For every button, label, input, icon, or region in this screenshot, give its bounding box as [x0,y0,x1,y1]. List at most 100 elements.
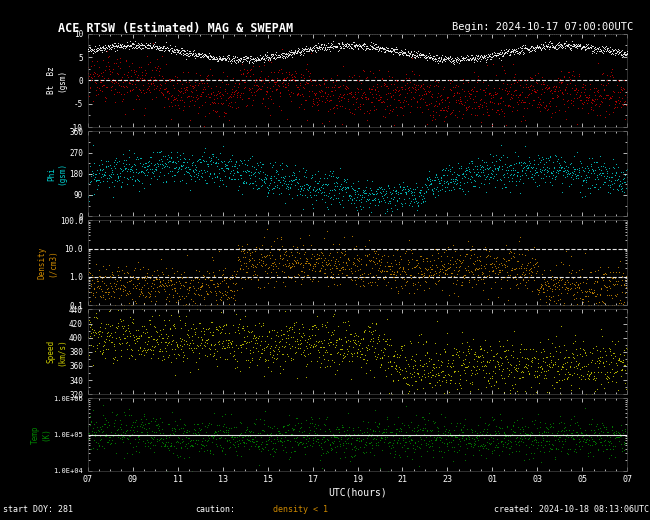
Point [339,44,350,52]
Point [330,343,340,351]
Point [382,44,392,53]
Point [257,54,267,62]
Point [491,170,502,178]
Point [86,445,96,453]
Point [309,183,319,191]
Point [325,440,335,449]
Point [419,360,429,368]
Point [449,168,460,177]
Point [116,420,126,428]
Point [393,376,404,384]
Point [235,55,246,63]
Point [86,46,97,55]
Point [356,255,366,264]
Point [458,55,469,63]
Point [504,366,514,374]
Point [343,254,354,262]
Point [539,42,549,50]
Point [347,352,358,360]
Point [482,55,492,63]
Point [303,271,313,279]
Point [313,46,323,54]
Point [162,276,173,284]
Point [177,292,187,301]
Point [105,161,116,169]
Point [599,298,609,307]
Point [611,168,621,177]
Point [343,89,354,97]
Point [154,71,164,79]
Point [160,151,170,160]
Point [292,433,302,441]
Point [408,49,419,58]
Point [120,282,130,291]
Point [612,433,622,441]
Point [380,271,391,280]
Point [429,359,439,368]
Point [121,339,131,347]
Point [577,193,587,201]
Point [398,76,409,85]
Point [391,103,402,111]
Point [257,258,268,267]
Point [332,281,343,289]
Point [161,434,172,443]
Point [394,260,404,268]
Point [568,42,578,50]
Point [298,92,308,100]
Point [120,327,130,335]
Point [502,262,512,270]
Point [385,197,395,205]
Point [536,458,546,466]
Point [197,79,207,87]
Point [162,420,173,428]
Point [514,437,524,445]
Point [378,348,389,356]
Point [395,48,406,57]
Point [446,186,456,194]
Point [400,249,410,257]
Point [350,329,361,337]
Point [274,426,284,435]
Point [255,73,265,81]
Point [107,320,118,329]
Point [455,178,465,187]
Point [337,183,348,191]
Point [353,84,363,93]
Point [233,432,244,440]
Point [311,190,321,199]
Point [226,274,237,282]
Point [616,432,626,440]
Point [137,74,148,83]
Point [216,344,227,352]
Point [431,81,441,89]
Point [281,48,292,57]
Point [528,371,539,380]
Point [139,41,150,49]
Point [392,267,402,276]
Point [291,92,302,100]
Point [125,79,136,87]
Point [124,405,135,413]
Point [89,72,99,80]
Point [270,50,280,58]
Point [255,50,265,59]
Point [335,264,346,272]
Point [197,87,207,96]
Point [467,242,478,250]
Point [399,96,410,104]
Point [558,260,568,268]
Point [309,42,319,50]
Point [437,431,447,439]
Point [608,280,618,288]
Point [94,327,104,335]
Point [259,54,269,62]
Point [503,432,514,440]
Point [395,182,406,190]
Point [474,52,485,60]
Point [382,46,393,54]
Point [340,183,350,191]
Point [362,72,372,81]
Point [428,453,438,461]
Point [616,103,626,111]
